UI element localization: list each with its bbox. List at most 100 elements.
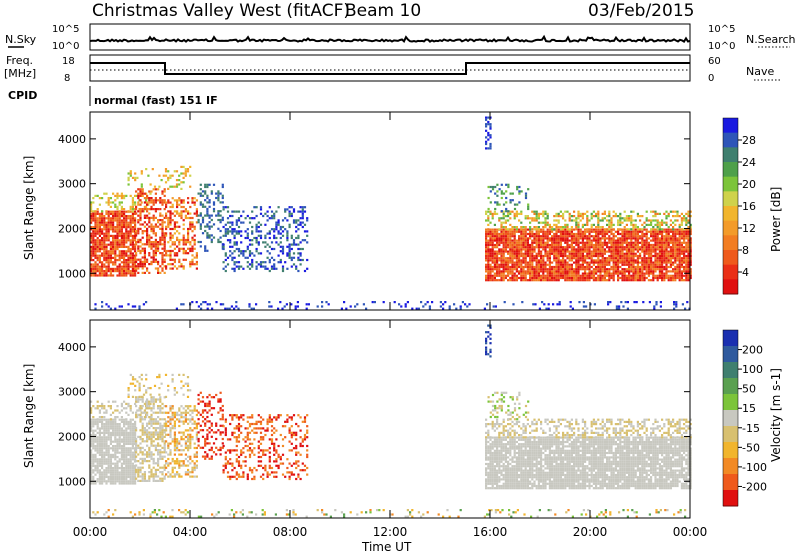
data-cell <box>125 449 128 452</box>
data-cell <box>588 219 591 222</box>
data-cell <box>674 215 677 218</box>
data-cell <box>557 257 560 260</box>
data-cell <box>107 467 110 470</box>
data-cell <box>610 268 613 271</box>
data-cell <box>647 241 650 244</box>
data-cell <box>493 232 496 236</box>
data-cell <box>107 471 110 474</box>
data-cell <box>498 232 501 236</box>
data-cell <box>570 263 573 266</box>
data-cell <box>593 303 596 306</box>
data-cell <box>645 237 648 240</box>
data-cell <box>507 230 510 233</box>
data-cell <box>557 252 560 255</box>
data-cell <box>621 232 624 236</box>
data-cell <box>118 201 121 204</box>
data-cell <box>564 265 567 269</box>
data-cell <box>654 250 657 253</box>
data-cell <box>636 239 639 242</box>
data-cell <box>586 239 589 242</box>
data-cell <box>98 464 101 467</box>
data-cell <box>105 442 108 445</box>
data-cell <box>658 252 661 255</box>
data-cell <box>575 265 578 269</box>
data-cell <box>118 217 121 220</box>
data-cell <box>222 247 225 251</box>
data-cell <box>134 248 137 251</box>
data-cell <box>674 250 677 253</box>
data-cell <box>592 223 595 226</box>
data-cell <box>485 241 488 244</box>
data-cell <box>614 272 617 275</box>
data-cell <box>114 482 117 485</box>
data-cell <box>659 305 662 308</box>
data-cell <box>281 250 285 253</box>
data-cell <box>650 230 653 233</box>
data-cell <box>224 269 227 273</box>
data-cell <box>487 252 490 255</box>
data-cell <box>542 274 545 277</box>
data-cell <box>191 249 194 253</box>
data-cell <box>136 416 139 419</box>
data-cell <box>559 263 562 266</box>
data-cell <box>625 241 628 244</box>
data-cell <box>667 246 670 249</box>
data-cell <box>129 194 132 197</box>
data-cell <box>597 219 600 222</box>
data-cell <box>487 138 490 141</box>
data-cell <box>212 223 216 226</box>
data-cell <box>150 256 153 259</box>
data-cell <box>590 259 593 262</box>
data-cell <box>150 199 153 202</box>
data-cell <box>217 199 220 202</box>
data-cell <box>224 232 227 235</box>
data-cell <box>92 263 95 266</box>
data-cell <box>540 276 543 280</box>
data-cell <box>504 261 507 264</box>
data-cell <box>107 237 110 240</box>
data-cell <box>107 252 110 255</box>
data-cell <box>90 248 93 251</box>
data-cell <box>125 427 128 430</box>
data-cell <box>206 210 209 213</box>
data-cell <box>544 252 547 255</box>
data-cell <box>625 232 628 236</box>
data-cell <box>131 212 134 215</box>
data-cell <box>296 301 299 304</box>
data-cell <box>150 245 153 248</box>
data-cell <box>90 263 93 266</box>
data-cell <box>141 194 144 197</box>
data-cell <box>535 246 538 249</box>
data-cell <box>277 206 280 209</box>
data-cell <box>623 254 626 258</box>
data-cell <box>221 196 224 200</box>
data-cell <box>103 243 106 246</box>
data-cell <box>511 235 514 238</box>
data-cell <box>526 270 529 273</box>
data-cell <box>558 303 561 306</box>
data-cell <box>544 212 547 215</box>
data-cell <box>511 274 514 277</box>
data-cell <box>137 263 140 266</box>
data-cell <box>515 241 518 244</box>
data-cell <box>669 228 672 231</box>
data-cell <box>674 241 677 244</box>
data-cell <box>575 252 578 255</box>
data-cell <box>513 261 516 264</box>
data-cell <box>557 274 560 277</box>
data-cell <box>617 228 620 231</box>
data-cell <box>529 259 532 262</box>
data-cell <box>524 196 528 200</box>
data-cell <box>178 212 181 215</box>
data-cell <box>127 471 130 474</box>
data-cell <box>586 243 589 247</box>
data-cell <box>485 257 488 260</box>
data-cell <box>513 217 516 220</box>
data-cell <box>152 199 155 202</box>
data-cell <box>493 261 496 264</box>
data-cell <box>159 201 162 204</box>
data-cell <box>103 418 106 421</box>
data-cell <box>513 268 516 271</box>
data-cell <box>109 245 112 248</box>
data-cell <box>94 245 97 248</box>
